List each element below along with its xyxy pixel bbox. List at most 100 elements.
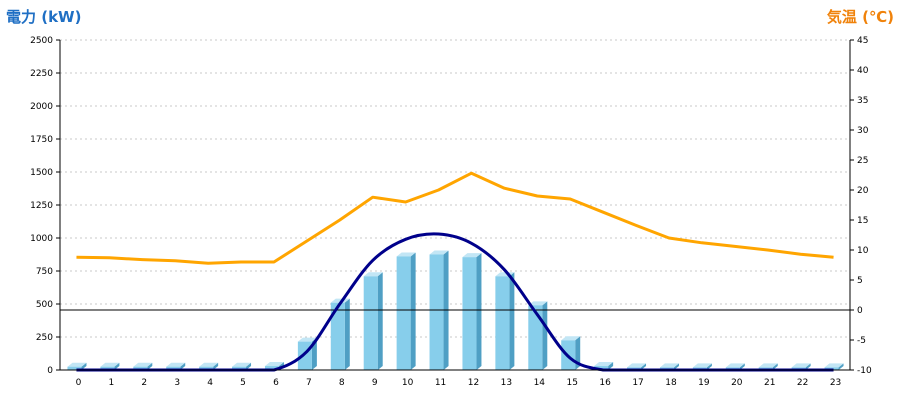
- bar-side: [673, 363, 679, 370]
- x-tick-label: 7: [306, 378, 312, 388]
- bar-side: [147, 362, 153, 370]
- x-tick-label: 19: [698, 378, 710, 388]
- bar-top: [232, 362, 252, 367]
- bar-top: [758, 363, 778, 368]
- bar-front: [330, 302, 345, 370]
- power-curve: [76, 232, 834, 372]
- bar-front: [133, 366, 148, 370]
- temperature-line: [76, 171, 834, 265]
- left-tick-label: 750: [36, 267, 53, 277]
- bar-top: [330, 298, 350, 303]
- bar-top: [725, 363, 745, 368]
- bar-side: [180, 362, 186, 370]
- x-tick-label: 4: [207, 378, 213, 388]
- bar: [396, 252, 416, 370]
- x-tick-label: 6: [273, 378, 279, 388]
- bar: [232, 362, 252, 370]
- bar-side: [246, 362, 252, 370]
- bar: [100, 362, 120, 370]
- x-tick-label: 14: [534, 378, 546, 388]
- bar: [528, 301, 548, 370]
- right-tick-label: 5: [857, 276, 863, 286]
- x-tick-label: 18: [665, 378, 677, 388]
- bar-front: [166, 366, 181, 370]
- bar-side: [739, 363, 745, 370]
- right-tick-label: 25: [857, 156, 868, 166]
- bar-side: [410, 252, 416, 370]
- right-tick-label: 20: [857, 186, 869, 196]
- power-curve-layer: [76, 232, 834, 372]
- left-tick-label: 1250: [30, 201, 53, 211]
- right-tick-label: -10: [857, 366, 872, 376]
- bar-top: [659, 363, 679, 368]
- bar-side: [377, 272, 383, 370]
- left-tick-label: 0: [47, 366, 53, 376]
- bar: [462, 253, 482, 370]
- x-tick-label: 22: [797, 378, 808, 388]
- bar-side: [114, 362, 120, 370]
- x-tick-label: 15: [566, 378, 577, 388]
- bar: [363, 272, 383, 370]
- x-tick-label: 12: [468, 378, 479, 388]
- right-tick-label: 45: [857, 36, 868, 46]
- bar-side: [772, 363, 778, 370]
- tick-labels-layer: 02505007501000125015001750200022502500-1…: [30, 36, 872, 388]
- bar-side: [641, 363, 647, 370]
- left-tick-label: 2250: [30, 69, 53, 79]
- bar-front: [232, 366, 247, 370]
- right-tick-label: 35: [857, 96, 868, 106]
- bar: [330, 298, 350, 370]
- x-tick-label: 20: [731, 378, 743, 388]
- bar-front: [67, 366, 82, 370]
- right-tick-label: 40: [857, 66, 869, 76]
- bar-front: [594, 366, 609, 370]
- x-tick-label: 16: [599, 378, 611, 388]
- bar-top: [791, 363, 811, 368]
- bar: [67, 362, 87, 370]
- bar-top: [462, 253, 482, 258]
- x-tick-label: 17: [632, 378, 643, 388]
- bar-side: [476, 253, 482, 370]
- bar-front: [528, 305, 543, 370]
- left-tick-label: 2500: [30, 36, 53, 46]
- x-tick-label: 2: [141, 378, 147, 388]
- right-tick-label: 0: [857, 306, 863, 316]
- left-tick-label: 1000: [30, 234, 53, 244]
- left-tick-label: 1500: [30, 168, 53, 178]
- right-tick-label: 15: [857, 216, 868, 226]
- axes-layer: [56, 39, 854, 371]
- bar-top: [297, 337, 317, 342]
- right-tick-label: -5: [857, 336, 866, 346]
- bar-top: [67, 362, 87, 367]
- bar-top: [627, 363, 647, 368]
- grid-layer: [60, 39, 850, 338]
- bar-side: [805, 363, 811, 370]
- bar: [133, 362, 153, 370]
- bar-top: [199, 362, 219, 367]
- bar-front: [264, 366, 279, 370]
- bar-front: [495, 276, 510, 370]
- left-tick-label: 250: [36, 333, 53, 343]
- bar-top: [133, 362, 153, 367]
- bar-top: [824, 363, 844, 368]
- bar-top: [396, 252, 416, 257]
- bar-top: [561, 336, 581, 341]
- bar-top: [166, 362, 186, 367]
- bar-front: [396, 256, 411, 370]
- x-tick-label: 5: [240, 378, 246, 388]
- bar: [199, 362, 219, 370]
- bar-top: [100, 362, 120, 367]
- bar-side: [213, 362, 219, 370]
- bar-top: [692, 363, 712, 368]
- bar-side: [81, 362, 87, 370]
- bar-front: [363, 276, 378, 370]
- x-tick-label: 0: [76, 378, 82, 388]
- bar-side: [509, 272, 515, 370]
- x-tick-label: 10: [402, 378, 414, 388]
- bar: [594, 362, 614, 370]
- x-tick-label: 9: [372, 378, 378, 388]
- left-tick-label: 1750: [30, 135, 53, 145]
- bar-front: [429, 254, 444, 370]
- x-tick-label: 8: [339, 378, 345, 388]
